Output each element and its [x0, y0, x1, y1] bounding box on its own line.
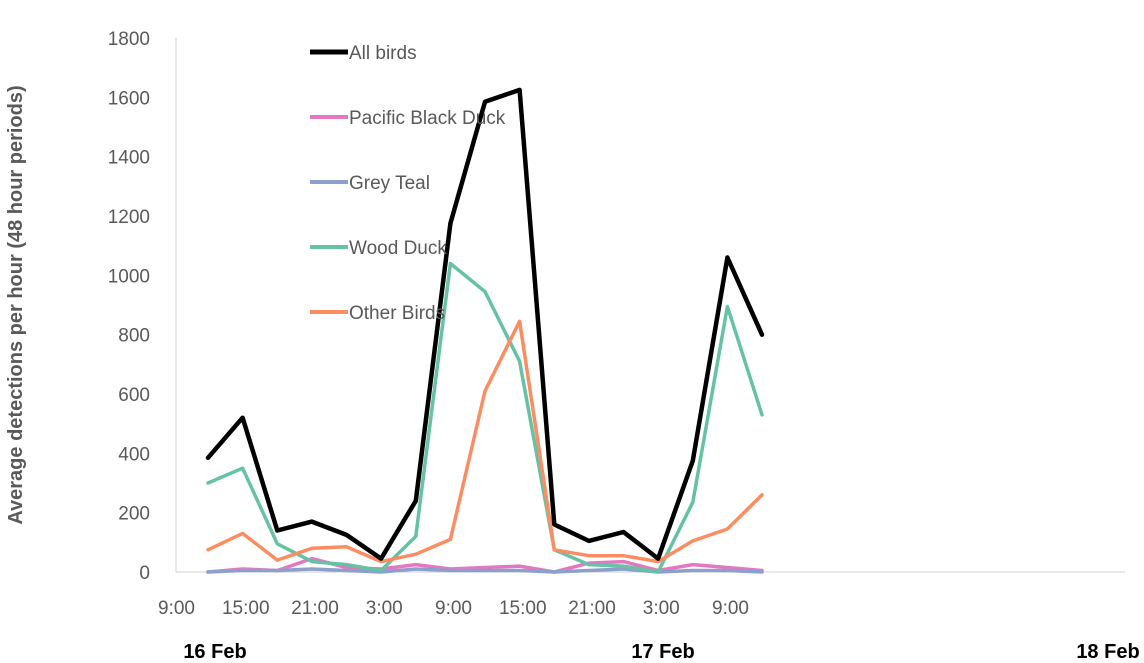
x-tick-label: 21:00: [291, 598, 339, 619]
day-label: 17 Feb: [631, 641, 694, 663]
x-tick-label: 9:00: [435, 598, 472, 619]
legend-label: Grey Teal: [349, 173, 430, 194]
x-tick-label: 9:00: [158, 598, 195, 619]
legend-label: Wood Duck: [349, 238, 447, 259]
series-line-other-birds: [206, 319, 764, 564]
y-tick-label: 200: [118, 504, 150, 525]
x-tick-label: 3:00: [643, 598, 680, 619]
legend-label: Other Birds: [349, 303, 445, 324]
day-label: 16 Feb: [183, 641, 246, 663]
y-tick-label: 600: [118, 385, 150, 406]
day-labels: 16 Feb 17 Feb 18 Feb: [183, 641, 1139, 663]
x-tick-label: 21:00: [568, 598, 616, 619]
x-tick-labels: 9:00 15:00 21:00 3:00 9:00 15:00 21:00 3:00 9:00: [158, 598, 749, 619]
y-tick-label: 1000: [108, 266, 150, 287]
y-tick-label: 0: [139, 563, 150, 584]
y-tick-label: 1400: [108, 148, 150, 169]
series-lines: [205, 87, 765, 574]
y-tick-label: 400: [118, 444, 150, 465]
series-line-all-birds: [205, 87, 765, 561]
legend-label: Pacific Black Duck: [349, 108, 506, 129]
x-tick-label: 15:00: [222, 598, 270, 619]
series-line-wood-duck: [206, 261, 764, 574]
y-tick-labels: 0 200 400 600 800 1000 1200 1400 1600 1800: [108, 29, 150, 584]
x-tick-label: 9:00: [712, 598, 749, 619]
y-tick-label: 1800: [108, 29, 150, 50]
legend-label: All birds: [349, 43, 417, 64]
series-line-pacific-black-duck: [206, 556, 764, 574]
series-line-grey-teal: [206, 567, 764, 574]
y-tick-label: 1600: [108, 88, 150, 109]
y-tick-label: 1200: [108, 207, 150, 228]
x-tick-label: 15:00: [499, 598, 547, 619]
x-tick-label: 3:00: [366, 598, 403, 619]
legend: All birds Pacific Black Duck Grey Teal Wood…: [310, 43, 506, 324]
y-tick-label: 800: [118, 326, 150, 347]
y-axis-label: Average detections per hour (48 hour per…: [5, 85, 27, 524]
day-label: 18 Feb: [1076, 641, 1139, 663]
